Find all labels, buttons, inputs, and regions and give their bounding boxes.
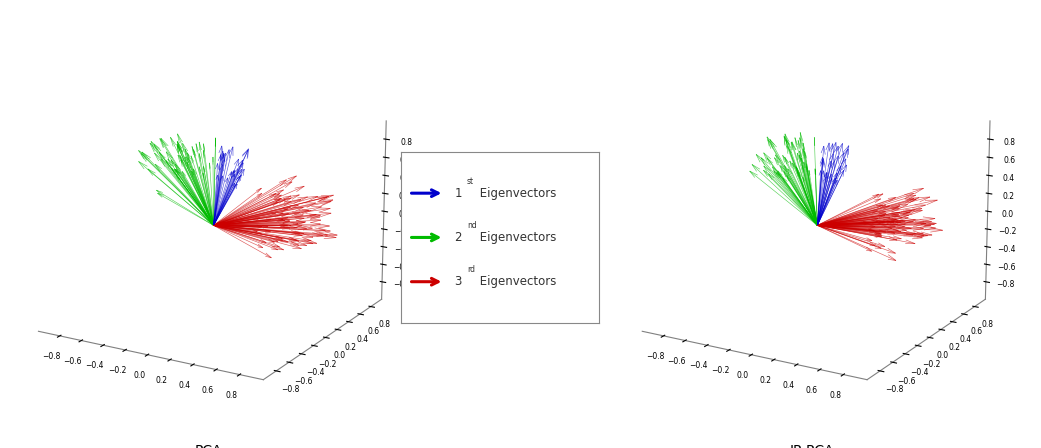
- Text: Eigenvectors: Eigenvectors: [476, 231, 556, 244]
- Text: 1: 1: [454, 187, 462, 200]
- Text: nd: nd: [467, 221, 477, 230]
- Text: Eigenvectors: Eigenvectors: [476, 187, 556, 200]
- Text: 3: 3: [454, 275, 461, 288]
- Text: Eigenvectors: Eigenvectors: [476, 275, 556, 288]
- Text: IP-PCA: IP-PCA: [790, 444, 834, 448]
- Text: st: st: [467, 177, 474, 186]
- Text: PCA: PCA: [195, 444, 222, 448]
- Text: 2: 2: [454, 231, 462, 244]
- Text: rd: rd: [467, 265, 475, 274]
